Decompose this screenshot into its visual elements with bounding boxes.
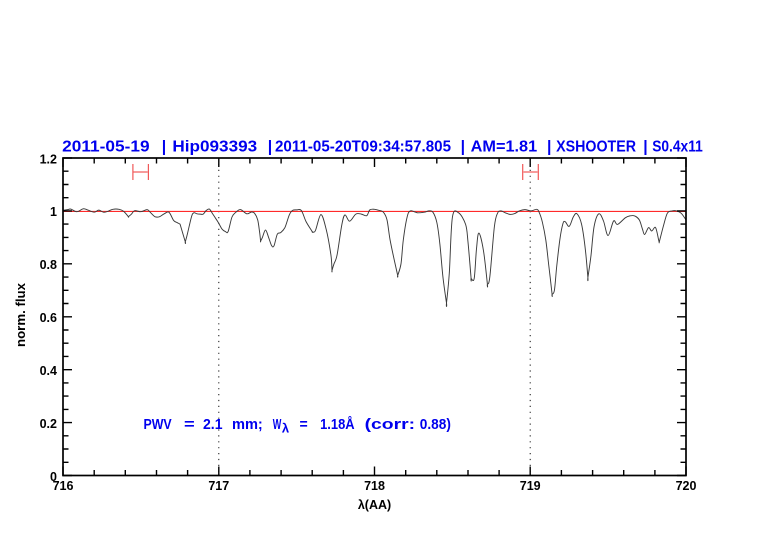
svg-text:(corr:: (corr: [365,417,416,433]
svg-text:norm. flux: norm. flux [14,283,28,347]
svg-text:2011-05-20T09:34:57.805: 2011-05-20T09:34:57.805 [275,139,451,156]
svg-text:S0.4x11: S0.4x11 [652,139,703,156]
svg-text:=: = [184,417,195,433]
svg-text:λ(AA): λ(AA) [358,498,391,512]
svg-text:|: | [461,139,465,156]
svg-text:0: 0 [50,470,57,484]
svg-text:1.18Å: 1.18Å [320,416,355,433]
svg-text:0.8: 0.8 [40,258,57,272]
svg-text:719: 719 [520,479,541,493]
svg-text:0.88): 0.88) [420,417,451,433]
svg-text:1.2: 1.2 [40,152,57,166]
svg-text:2011-05-19: 2011-05-19 [62,139,150,156]
svg-text:|: | [547,139,551,156]
svg-text:2.1: 2.1 [203,417,223,433]
svg-text:|: | [268,139,272,156]
svg-text:|: | [162,139,166,156]
svg-text:PWV: PWV [144,417,172,433]
svg-text:W: W [273,417,282,433]
svg-text:717: 717 [208,479,229,493]
svg-text:720: 720 [676,479,697,493]
svg-text:0.2: 0.2 [40,417,57,431]
svg-text:AM=1.81: AM=1.81 [471,139,538,156]
svg-text:λ: λ [282,420,290,435]
svg-text:XSHOOTER: XSHOOTER [556,139,636,156]
svg-text:mm;: mm; [232,417,263,433]
svg-text:0.4: 0.4 [40,364,57,378]
svg-text:716: 716 [53,479,74,493]
svg-text:|: | [643,139,647,156]
svg-text:1: 1 [50,205,57,219]
svg-text:0.6: 0.6 [40,311,57,325]
svg-text:=: = [300,417,308,433]
svg-text:Hip093393: Hip093393 [172,139,257,156]
svg-text:718: 718 [364,479,385,493]
